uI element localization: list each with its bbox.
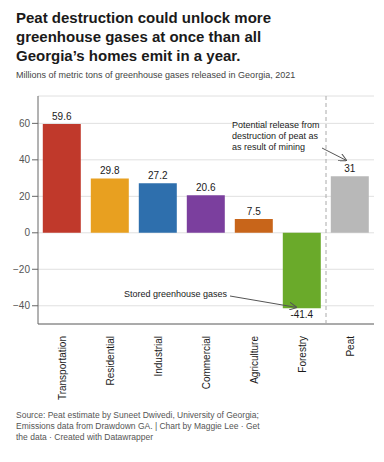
html-text:Source: Peat estimate by Sunee: Source: Peat estimate by Suneet Dwivedi,… xyxy=(16,410,259,420)
svg-text:Agriculture: Agriculture xyxy=(249,336,260,384)
html-text:Georgia’s homes emit in a year: Georgia’s homes emit in a year. xyxy=(16,47,241,64)
svg-text:20: 20 xyxy=(19,191,31,202)
svg-text:Peat: Peat xyxy=(345,336,356,357)
svg-text:Residential: Residential xyxy=(105,336,116,385)
html-text:Emissions data from Drawdown G: Emissions data from Drawdown GA. | Chart… xyxy=(16,421,260,431)
html-text:greenhouse gases at once than: greenhouse gases at once than all xyxy=(16,28,262,45)
svg-text:Commercial: Commercial xyxy=(201,336,212,389)
svg-text:40: 40 xyxy=(19,154,31,165)
svg-text:Potential release fromdestruct: Potential release fromdestruction of pea… xyxy=(232,120,320,152)
svg-text:Industrial: Industrial xyxy=(153,336,164,377)
svg-text:Transportation: Transportation xyxy=(57,336,68,400)
svg-text:29.8: 29.8 xyxy=(100,165,120,176)
svg-text:Stored greenhouse gases: Stored greenhouse gases xyxy=(124,289,228,299)
svg-text:Forestry: Forestry xyxy=(297,336,308,373)
svg-text:60: 60 xyxy=(19,118,31,129)
html-text:Peat destruction could unlock: Peat destruction could unlock more xyxy=(16,9,271,26)
svg-text:59.6: 59.6 xyxy=(52,111,72,122)
svg-text:−20: −20 xyxy=(13,264,30,275)
html-text:the data · Created with Datawr: the data · Created with Datawrapper xyxy=(16,432,153,442)
svg-text:27.2: 27.2 xyxy=(148,170,168,181)
svg-text:7.5: 7.5 xyxy=(247,206,261,217)
svg-text:31: 31 xyxy=(344,163,356,174)
svg-text:20.6: 20.6 xyxy=(196,182,216,193)
svg-text:-41.4: -41.4 xyxy=(290,309,313,320)
svg-text:−40: −40 xyxy=(13,300,30,311)
html-text:Millions of metric tons of gre: Millions of metric tons of greenhouse ga… xyxy=(16,70,296,80)
svg-text:0: 0 xyxy=(24,227,30,238)
